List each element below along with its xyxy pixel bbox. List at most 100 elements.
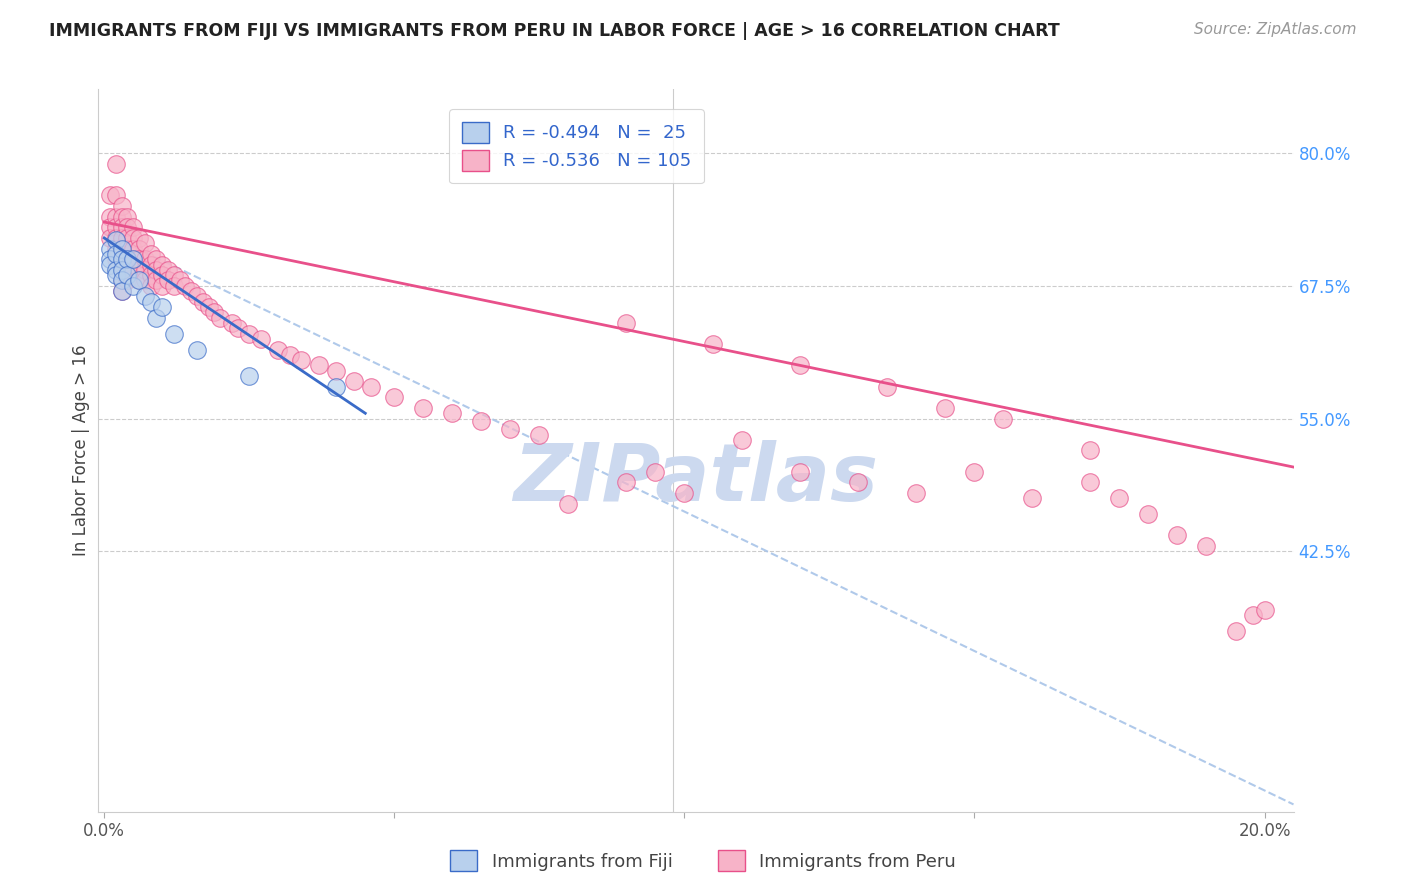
Point xyxy=(117,220,139,235)
Point xyxy=(499,422,522,436)
Point xyxy=(290,353,312,368)
Point xyxy=(111,231,134,245)
Point xyxy=(150,268,173,282)
Point xyxy=(111,210,134,224)
Point xyxy=(308,359,330,373)
Point xyxy=(117,252,139,267)
Point xyxy=(150,278,173,293)
Point xyxy=(163,278,186,293)
Point xyxy=(360,380,382,394)
Point xyxy=(111,252,134,267)
Point xyxy=(104,220,127,235)
Point xyxy=(1253,603,1275,617)
Point xyxy=(111,242,134,256)
Point xyxy=(104,247,127,261)
Point xyxy=(98,188,121,202)
Point xyxy=(111,262,134,277)
Point xyxy=(145,273,167,287)
Point xyxy=(963,465,986,479)
Point xyxy=(644,465,666,479)
Point xyxy=(1241,608,1264,623)
Point xyxy=(250,332,273,346)
Point xyxy=(117,210,139,224)
Point xyxy=(267,343,290,357)
Point xyxy=(98,242,121,256)
Point xyxy=(111,252,134,267)
Point xyxy=(104,156,127,170)
Point xyxy=(278,348,301,362)
Point xyxy=(325,380,347,394)
Point xyxy=(128,231,150,245)
Point xyxy=(1021,491,1043,506)
Point xyxy=(157,273,180,287)
Point xyxy=(174,278,197,293)
Y-axis label: In Labor Force | Age > 16: In Labor Force | Age > 16 xyxy=(72,344,90,557)
Point xyxy=(104,188,127,202)
Point xyxy=(934,401,956,415)
Point xyxy=(145,262,167,277)
Point xyxy=(111,242,134,256)
Point xyxy=(470,414,492,428)
Point xyxy=(117,242,139,256)
Text: ZIPatlas: ZIPatlas xyxy=(513,441,879,518)
Point xyxy=(789,359,811,373)
Text: Source: ZipAtlas.com: Source: ZipAtlas.com xyxy=(1194,22,1357,37)
Point xyxy=(221,316,243,330)
Point xyxy=(197,300,219,314)
Point xyxy=(191,294,214,309)
Point xyxy=(111,284,134,298)
Point xyxy=(122,252,145,267)
Point xyxy=(1225,624,1247,639)
Point xyxy=(122,252,145,267)
Point xyxy=(343,375,366,389)
Point xyxy=(111,262,134,277)
Point xyxy=(122,242,145,256)
Point xyxy=(905,486,928,500)
Point xyxy=(111,199,134,213)
Point xyxy=(104,233,127,247)
Point xyxy=(157,262,180,277)
Point xyxy=(1108,491,1130,506)
Point xyxy=(204,305,226,319)
Point xyxy=(238,326,260,341)
Point xyxy=(529,427,551,442)
Point xyxy=(441,406,464,420)
Point xyxy=(186,289,208,303)
Point xyxy=(180,284,202,298)
Point xyxy=(145,252,167,267)
Point xyxy=(104,231,127,245)
Point xyxy=(128,252,150,267)
Text: IMMIGRANTS FROM FIJI VS IMMIGRANTS FROM PERU IN LABOR FORCE | AGE > 16 CORRELATI: IMMIGRANTS FROM FIJI VS IMMIGRANTS FROM … xyxy=(49,22,1060,40)
Point xyxy=(209,310,232,325)
Point xyxy=(702,337,724,351)
Point xyxy=(673,486,696,500)
Point xyxy=(1166,528,1188,542)
Point xyxy=(614,475,637,490)
Point xyxy=(150,258,173,272)
Point xyxy=(104,252,127,267)
Point xyxy=(128,273,150,287)
Point xyxy=(848,475,870,490)
Point xyxy=(238,369,260,384)
Point xyxy=(163,326,186,341)
Point xyxy=(412,401,434,415)
Point xyxy=(731,433,754,447)
Point xyxy=(150,300,173,314)
Point xyxy=(98,252,121,267)
Legend: R = -0.494   N =  25, R = -0.536   N = 105: R = -0.494 N = 25, R = -0.536 N = 105 xyxy=(449,109,704,183)
Point xyxy=(111,220,134,235)
Point xyxy=(134,262,156,277)
Point xyxy=(139,268,162,282)
Point xyxy=(111,273,134,287)
Point xyxy=(325,364,347,378)
Point xyxy=(128,273,150,287)
Point xyxy=(122,220,145,235)
Point xyxy=(98,220,121,235)
Point xyxy=(111,284,134,298)
Point xyxy=(98,231,121,245)
Point xyxy=(1080,443,1102,458)
Point xyxy=(134,273,156,287)
Point xyxy=(117,252,139,267)
Point xyxy=(117,273,139,287)
Point xyxy=(117,268,139,282)
